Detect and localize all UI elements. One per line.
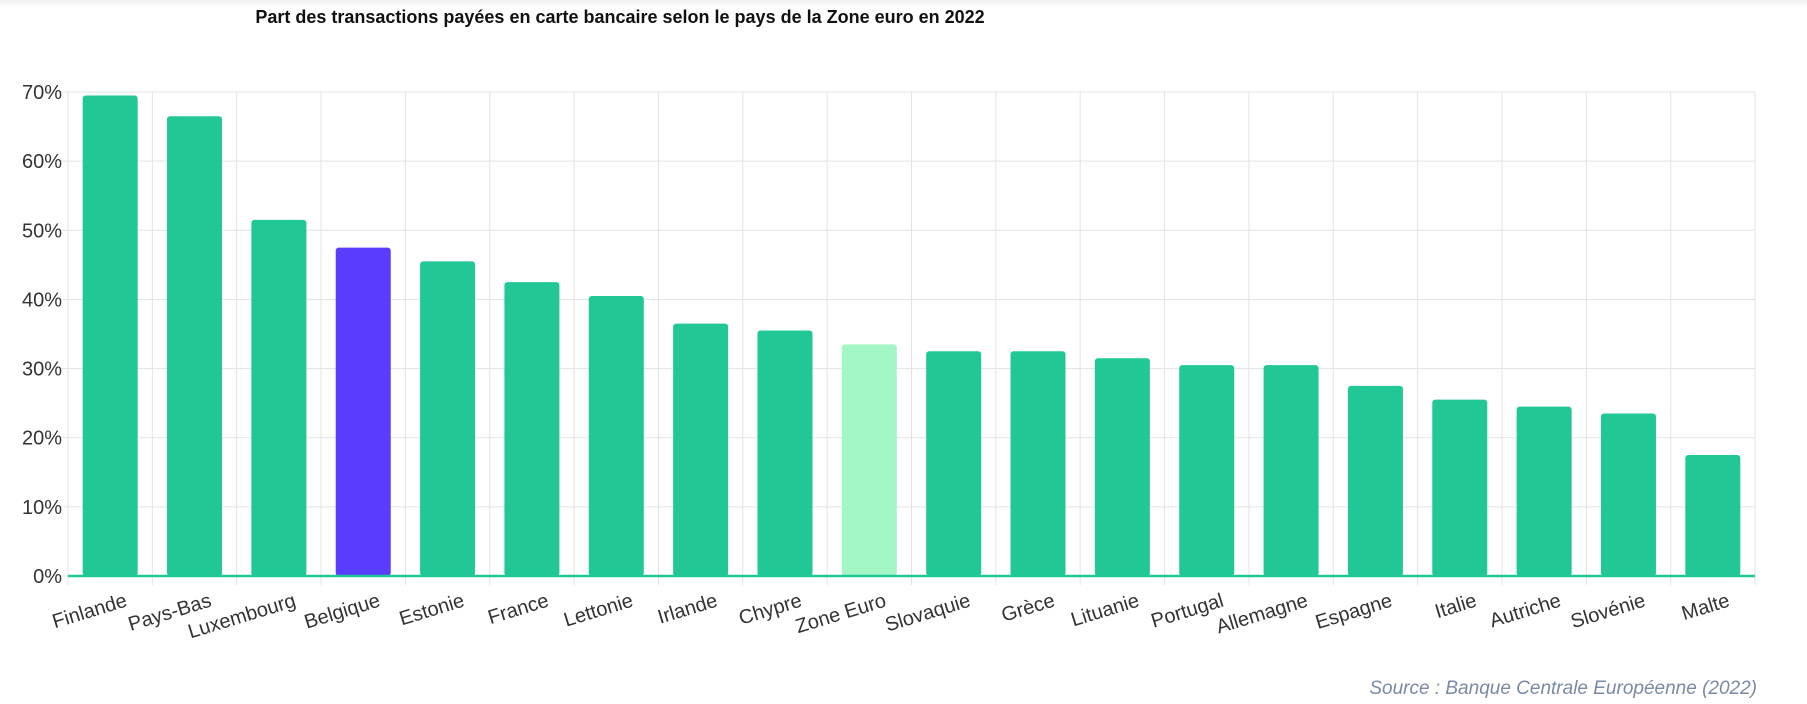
bar (335, 247, 391, 577)
y-tick-label: 70% (22, 82, 62, 104)
bar (420, 261, 476, 576)
top-shadow-bar (0, 0, 1807, 8)
bar (1010, 351, 1066, 576)
x-tick-label: Italie (1432, 590, 1479, 623)
bar (167, 116, 223, 576)
x-tick-label: Slovénie (1568, 590, 1648, 633)
x-tick-label: Portugal (1149, 590, 1227, 633)
bars (82, 95, 1741, 577)
x-tick-label: Estonie (397, 590, 467, 631)
bar (841, 344, 897, 576)
x-tick-label: Slovaquie (883, 590, 973, 637)
bar (673, 323, 729, 576)
y-tick-label: 0% (33, 566, 62, 588)
y-tick-label: 60% (22, 151, 62, 173)
bar (504, 282, 560, 576)
y-tick-label: 30% (22, 359, 62, 381)
bar (1347, 385, 1403, 576)
y-tick-label: 40% (22, 289, 62, 311)
x-tick-label: Malte (1679, 590, 1732, 625)
bar (1600, 413, 1656, 576)
bar (1685, 455, 1741, 576)
bar (1263, 365, 1319, 576)
gridlines (67, 91, 1756, 585)
bar (588, 295, 644, 576)
source-note: Source : Banque Centrale Européenne (202… (1369, 678, 1757, 699)
y-axis: 0% 10% 20% 30% 40% 50% 60% 70% (22, 82, 68, 588)
bar (1516, 406, 1572, 576)
x-tick-label: Allemagne (1214, 590, 1311, 639)
y-tick-label: 20% (22, 428, 62, 450)
x-tick-label: Finlande (50, 590, 130, 633)
x-tick-label: Espagne (1313, 590, 1395, 634)
bar (82, 95, 138, 576)
bar (1094, 358, 1150, 576)
x-tick-label: France (485, 590, 551, 629)
y-tick-label: 10% (22, 497, 62, 519)
x-tick-label: Autriche (1487, 590, 1564, 632)
x-tick-label: Lettonie (561, 590, 635, 632)
bar (926, 351, 982, 576)
x-tick-label: Irlande (655, 590, 720, 629)
bar (251, 219, 307, 576)
y-tick-label: 50% (22, 220, 62, 242)
bar (1179, 365, 1235, 576)
x-tick-label: Grèce (999, 590, 1058, 627)
bar (1432, 399, 1488, 576)
chart-title: Part des transactions payées en carte ba… (255, 7, 985, 27)
x-tick-label: Lituanie (1068, 590, 1141, 632)
x-tick-label: Belgique (302, 590, 383, 634)
x-tick-label: Zone Euro (793, 590, 889, 638)
bar (757, 330, 813, 576)
